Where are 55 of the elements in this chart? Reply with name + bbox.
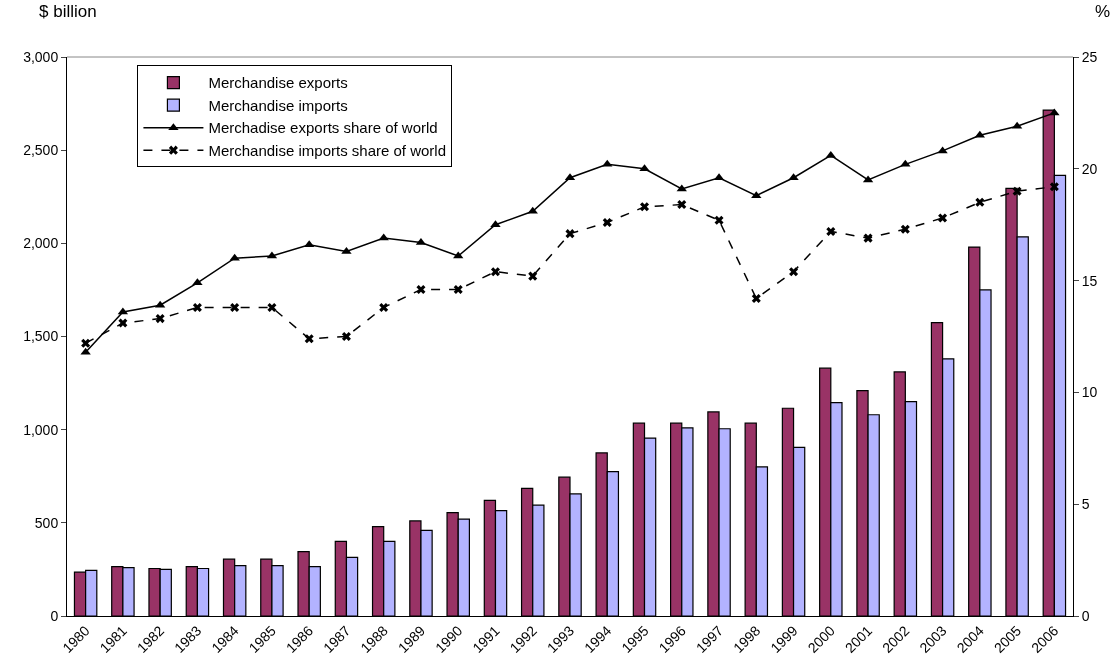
point <box>304 334 314 344</box>
y-tick-label: 1,500 <box>23 328 59 345</box>
y2-tick-label: 5 <box>1081 496 1090 513</box>
y-tick-label: 0 <box>50 607 59 624</box>
point <box>453 251 464 259</box>
point <box>1049 182 1059 192</box>
y-tick-label: 2,500 <box>23 142 59 159</box>
point <box>155 314 165 324</box>
point <box>565 229 575 239</box>
y2-tick-label: 25 <box>1081 48 1098 65</box>
point <box>639 164 650 172</box>
point <box>118 318 128 328</box>
point <box>230 302 240 312</box>
point <box>81 338 91 348</box>
point <box>527 206 538 214</box>
point <box>938 213 948 223</box>
point <box>975 197 985 207</box>
point <box>677 200 687 210</box>
point <box>640 202 650 212</box>
y-tick-label: 1,000 <box>23 421 59 438</box>
y-tick-label: 500 <box>34 514 59 531</box>
point <box>453 285 463 295</box>
point <box>1012 186 1022 196</box>
point <box>676 184 687 192</box>
point <box>416 285 426 295</box>
point <box>341 331 351 342</box>
legend-label: Merchandise imports share of world <box>208 141 447 159</box>
point <box>826 226 836 236</box>
y-tick-label: 2,000 <box>23 235 59 252</box>
y2-axis-title: % <box>1095 2 1111 21</box>
legend-label: Merchadise exports share of world <box>208 119 438 137</box>
point <box>192 302 202 312</box>
point <box>863 233 873 243</box>
point <box>602 217 612 227</box>
legend-label: Merchandise imports <box>208 96 348 114</box>
y2-tick-label: 0 <box>1081 607 1090 624</box>
y2-tick-label: 20 <box>1081 160 1098 177</box>
point <box>900 159 911 167</box>
y-axis-title: $ billion <box>39 2 97 21</box>
point <box>192 278 203 286</box>
point <box>937 146 948 154</box>
y-tick-label: 3,000 <box>23 48 59 65</box>
point <box>379 302 389 312</box>
point <box>751 293 761 304</box>
point <box>602 159 613 167</box>
point <box>900 224 910 234</box>
y2-tick-label: 15 <box>1081 272 1098 289</box>
point <box>267 302 277 312</box>
point <box>714 215 724 225</box>
y2-tick-label: 10 <box>1081 384 1098 401</box>
point <box>528 271 538 281</box>
legend-label: Merchandise exports <box>208 74 348 92</box>
point <box>789 267 799 277</box>
point <box>1049 108 1060 116</box>
point <box>490 267 500 277</box>
